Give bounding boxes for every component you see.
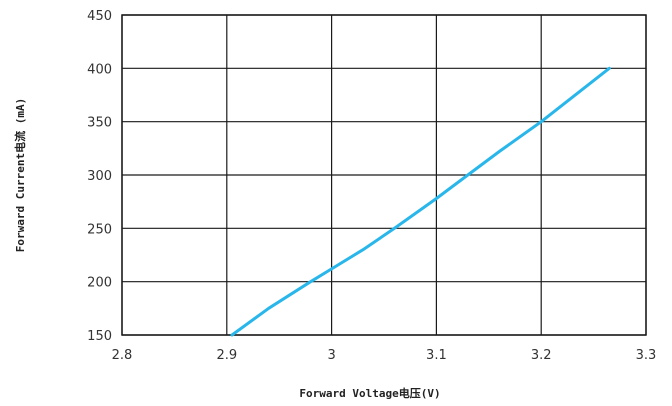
y-tick-label: 150 bbox=[87, 329, 112, 344]
x-tick-label: 3.1 bbox=[426, 348, 447, 363]
x-axis-label: Forward Voltage电压(V) bbox=[299, 386, 440, 400]
y-tick-label: 350 bbox=[87, 116, 112, 131]
plot-border bbox=[121, 14, 647, 336]
y-tick-label: 300 bbox=[87, 169, 112, 184]
x-tick-label: 2.8 bbox=[112, 348, 133, 363]
x-tick-label: 3.2 bbox=[531, 348, 552, 363]
plot-frame bbox=[121, 14, 647, 336]
series-line-forward-current bbox=[230, 66, 611, 337]
y-tick-label: 400 bbox=[87, 62, 112, 77]
y-tick-label: 200 bbox=[87, 276, 112, 291]
y-tick-label: 250 bbox=[87, 222, 112, 237]
series-layer bbox=[230, 66, 611, 337]
x-tick-label: 2.9 bbox=[216, 348, 237, 363]
x-tick-labels: 2.8 2.9 3 3.1 3.2 3.3 bbox=[112, 348, 657, 363]
y-tick-label: 450 bbox=[87, 9, 112, 24]
x-tick-label: 3 bbox=[327, 348, 335, 363]
y-tick-labels: 150 200 250 300 350 400 450 bbox=[87, 9, 112, 344]
y-axis-label: Forward Current电流 (mA) bbox=[13, 98, 27, 252]
grid bbox=[121, 14, 647, 336]
x-tick-label: 3.3 bbox=[636, 348, 657, 363]
